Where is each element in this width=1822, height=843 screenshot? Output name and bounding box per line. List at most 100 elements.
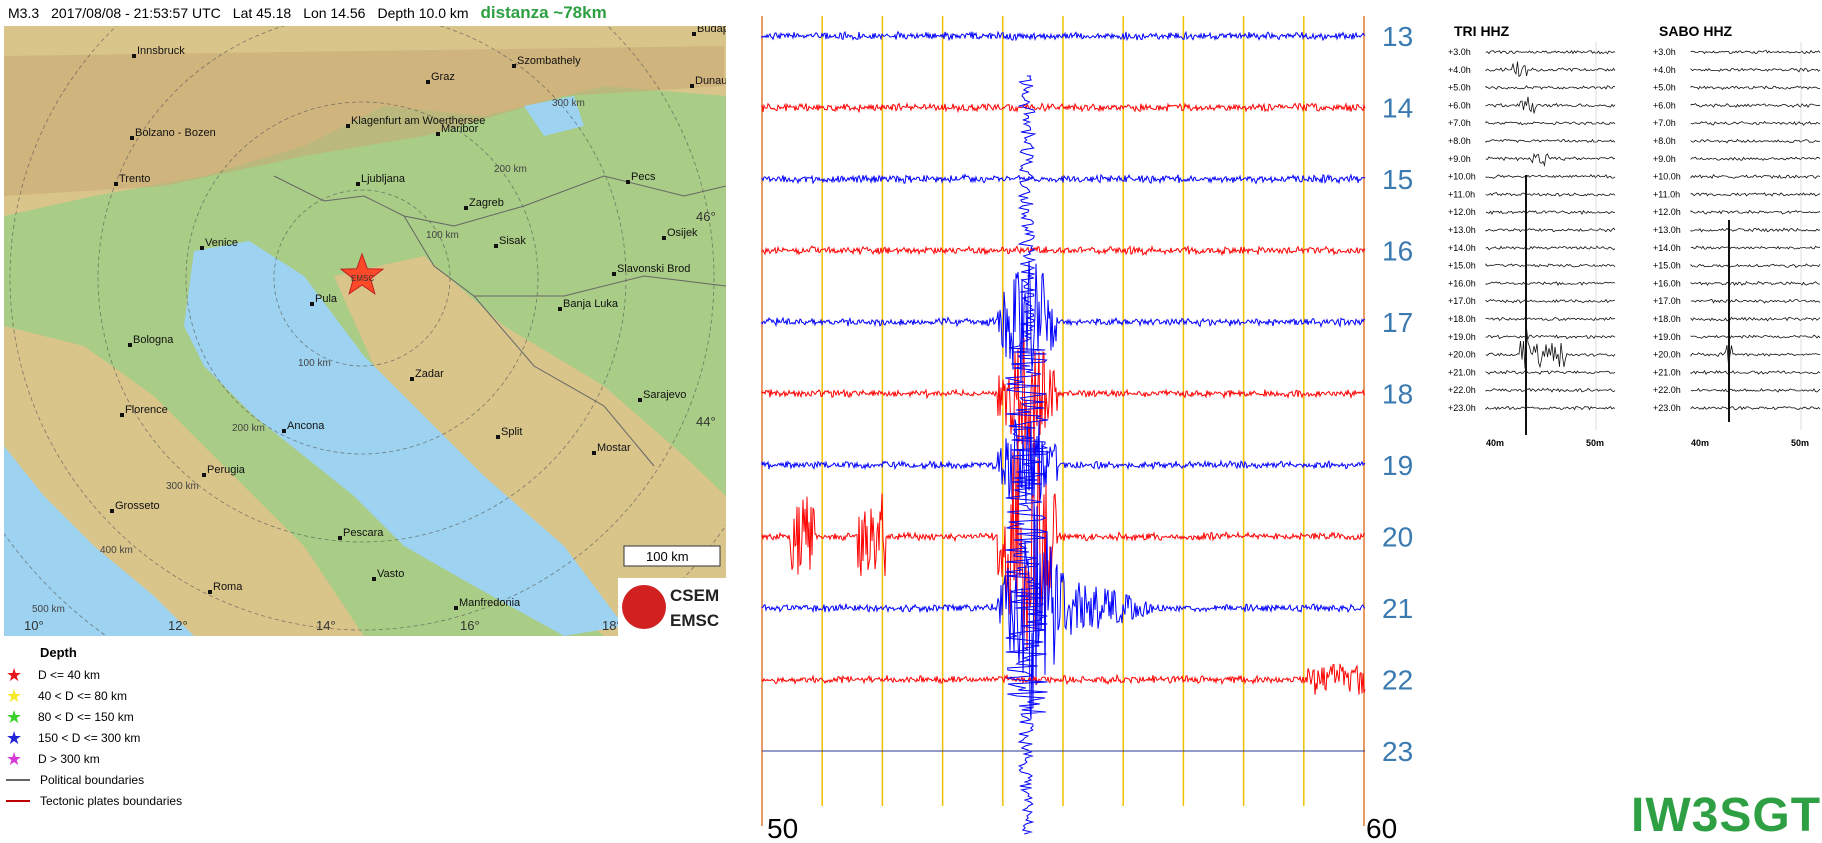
city-label: Manfredonia <box>459 597 521 609</box>
row-offset-label: +17.0h <box>1653 296 1681 306</box>
station-trace <box>1690 406 1821 411</box>
epicenter-map: 46° 44° 10° 12° 14° 16° 18° Innsbruck Budapest Sz… <box>4 26 726 636</box>
station-trace <box>1690 192 1821 197</box>
station-xtick: 40m <box>1691 438 1709 448</box>
epicenter-label: EMSC <box>351 274 374 283</box>
city-marker <box>592 451 596 455</box>
row-offset-label: +22.0h <box>1448 385 1476 395</box>
row-offset-label: +9.0h <box>1448 154 1471 164</box>
row-offset-label: +18.0h <box>1448 314 1476 324</box>
political-line-icon <box>6 778 30 781</box>
row-offset-label: +8.0h <box>1448 136 1471 146</box>
lat-label: 46° <box>696 209 716 224</box>
row-offset-label: +6.0h <box>1448 100 1471 110</box>
city-marker <box>128 343 132 347</box>
hour-label: 16 <box>1382 236 1413 267</box>
hour-label: 20 <box>1382 522 1413 553</box>
city-label: Klagenfurt am Woerthersee <box>351 115 485 127</box>
station-traces: TRI HHZ +3.0h +4.0h +5.0h +6.0h +7.0h +8.0h +9.… <box>1448 23 1821 448</box>
legend-political: Political boundaries <box>6 769 306 790</box>
city-label: Venice <box>205 237 238 249</box>
station-trace <box>1690 388 1821 393</box>
station-trace <box>1485 245 1616 251</box>
legend-title: Depth <box>40 645 77 660</box>
city-label: Ancona <box>287 420 325 432</box>
depth-star-icon: ★ <box>6 727 23 748</box>
hour-label: 13 <box>1382 21 1413 52</box>
city-label: Dunaujv <box>695 75 726 87</box>
station-trace <box>1485 227 1616 233</box>
city-label: Sarajevo <box>643 389 686 401</box>
event-spike <box>1004 75 1050 835</box>
row-offset-label: +21.0h <box>1653 367 1681 377</box>
station-trace <box>1690 369 1821 375</box>
tyrrhenian-sea <box>4 446 194 636</box>
city-marker <box>426 80 430 84</box>
row-offset-label: +23.0h <box>1448 403 1476 413</box>
city-marker <box>612 272 616 276</box>
ring-label: 100 km <box>426 230 459 241</box>
station-xtick: 50m <box>1791 438 1809 448</box>
legend-item-label: D > 300 km <box>38 751 100 766</box>
hour-label: 23 <box>1382 736 1413 767</box>
legend-tectonic: Tectonic plates boundaries <box>6 790 306 811</box>
station-trace <box>1690 49 1821 55</box>
ring-300 <box>97 26 627 543</box>
station-trace <box>1690 298 1821 304</box>
city-label: Bolzano - Bozen <box>135 127 216 139</box>
logo-bottom: EMSC <box>670 611 719 630</box>
legend-items: ★ D <= 40 km ★ 40 < D <= 80 km ★ 80 < D <= 15… <box>6 664 306 769</box>
row-offset-label: +20.0h <box>1653 350 1681 360</box>
seismogram-trace <box>761 503 1366 720</box>
ring-label: 200 km <box>232 423 265 434</box>
city-marker <box>558 307 562 311</box>
hour-label: 19 <box>1382 450 1413 481</box>
row-offset-label: +9.0h <box>1653 154 1676 164</box>
row-offset-label: +12.0h <box>1653 207 1681 217</box>
legend-item-label: D <= 40 km <box>38 667 101 682</box>
station-name: SABO HHZ <box>1659 23 1733 39</box>
city-label: Pula <box>315 293 338 305</box>
city-label: Vasto <box>377 568 404 580</box>
city-label: Graz <box>431 71 455 83</box>
city-label: Perugia <box>207 464 246 476</box>
border-line <box>403 215 726 297</box>
station-trace <box>1690 156 1821 161</box>
seismogram-trace <box>761 663 1366 695</box>
row-offset-label: +10.0h <box>1448 172 1476 182</box>
station-trace <box>1690 227 1821 233</box>
station-trace <box>1485 263 1616 268</box>
station-trace <box>1690 85 1821 91</box>
city-marker <box>372 577 376 581</box>
helicorder: 13 14 15 16 17 18 19 20 21 22 23 50 60 <box>761 16 1413 842</box>
station-trace <box>1690 316 1821 322</box>
city-label: Budapest <box>697 26 726 35</box>
ring-label: 400 km <box>100 545 133 556</box>
city-label: Szombathely <box>517 55 581 67</box>
scale-bar-label: 100 km <box>646 549 689 564</box>
logo-top: CSEM <box>670 586 719 605</box>
station-xtick: 40m <box>1486 438 1504 448</box>
csem-emsc-logo: CSEM EMSC <box>618 578 726 636</box>
seismogram-trace <box>761 419 1366 518</box>
city-marker <box>356 182 360 186</box>
event-datetime: 2017/08/08 - 21:53:57 UTC <box>51 5 221 21</box>
row-offset-label: +22.0h <box>1653 385 1681 395</box>
city-marker <box>464 206 468 210</box>
event-header: M3.3 2017/08/08 - 21:53:57 UTC Lat 45.18 Lo… <box>8 3 619 23</box>
x-end-label: 60 <box>1366 813 1397 842</box>
city-label: Zagreb <box>469 197 504 209</box>
scale-bar: 100 km <box>623 545 721 567</box>
row-offset-label: +3.0h <box>1653 47 1676 57</box>
city-marker <box>410 377 414 381</box>
station-trace <box>1485 281 1616 286</box>
city-marker <box>338 536 342 540</box>
tectonic-line-icon <box>6 799 30 802</box>
city-marker <box>638 398 642 402</box>
row-offset-label: +13.0h <box>1653 225 1681 235</box>
row-offset-label: +10.0h <box>1653 172 1681 182</box>
hour-label: 22 <box>1382 665 1413 696</box>
row-offset-label: +21.0h <box>1448 367 1476 377</box>
border-line <box>473 295 655 467</box>
city-marker <box>120 413 124 417</box>
